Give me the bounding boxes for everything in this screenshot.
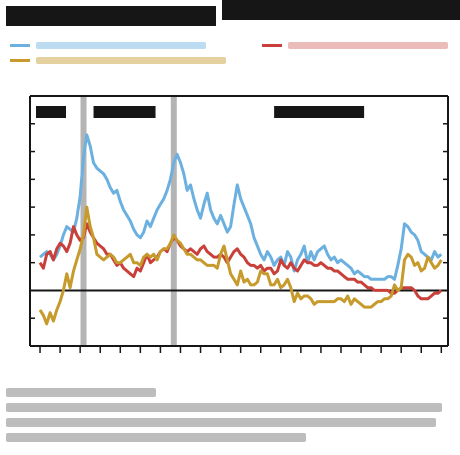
legend-label-blue-redacted: [36, 42, 206, 49]
recession-band-1: [80, 96, 87, 346]
legend-label-red-redacted: [288, 42, 448, 49]
footnote-line-3: [6, 418, 436, 427]
series-line-3: [38, 205, 443, 326]
annotation-redacted-1: [36, 106, 66, 118]
title-area: [0, 0, 460, 30]
legend-label-gold-redacted: [36, 57, 226, 64]
header-band: [222, 0, 460, 20]
chart-area: [0, 78, 460, 378]
legend-swatch-gold: [10, 59, 30, 62]
series-line-2: [38, 222, 443, 301]
footnote-line-4: [6, 433, 306, 442]
legend-swatch-red: [262, 44, 282, 47]
chart-title-redacted: [6, 6, 216, 26]
legend: [0, 36, 460, 70]
footnote-line-1: [6, 388, 156, 397]
footnote-line-2: [6, 403, 442, 412]
recession-band-2: [170, 96, 177, 346]
annotation-redacted-3: [274, 106, 365, 118]
legend-swatch-blue: [10, 44, 30, 47]
annotation-redacted-2: [93, 106, 156, 118]
footnote-area: [0, 382, 460, 455]
line-chart: [29, 95, 449, 353]
series-line-1: [39, 133, 443, 281]
